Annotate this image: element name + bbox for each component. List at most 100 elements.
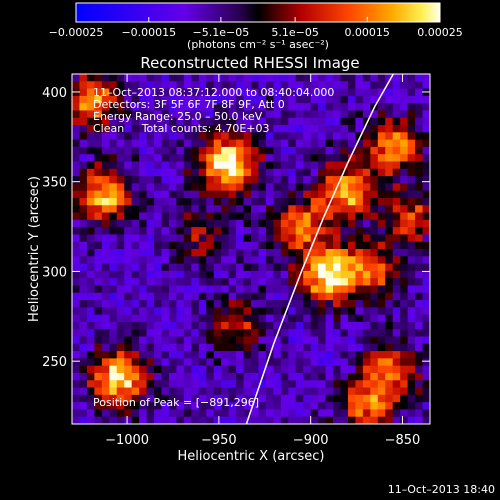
heatmap-cell	[109, 190, 118, 199]
heatmap-cell	[228, 416, 237, 424]
heatmap-cell	[310, 81, 319, 90]
heatmap-cell	[168, 234, 178, 243]
heatmap-cell	[415, 168, 424, 177]
heatmap-cell	[228, 168, 237, 177]
heatmap-cell	[72, 132, 81, 141]
heatmap-cell	[318, 183, 327, 192]
heatmap-cell	[295, 351, 304, 359]
heatmap-cell	[236, 351, 245, 359]
heatmap-cell	[355, 154, 364, 163]
heatmap-cell	[116, 329, 125, 338]
heatmap-cell	[109, 278, 118, 287]
heatmap-cell	[251, 161, 260, 170]
heatmap-cell	[251, 300, 260, 308]
heatmap-cell	[139, 139, 148, 148]
heatmap-cell	[295, 365, 304, 374]
heatmap-cell	[124, 183, 133, 192]
heatmap-cell	[295, 321, 304, 330]
heatmap-cell	[377, 205, 386, 214]
heatmap-cell	[370, 372, 379, 381]
heatmap-cell	[288, 365, 297, 374]
heatmap-cell	[400, 176, 409, 184]
heatmap-cell	[116, 234, 125, 243]
heatmap-cell	[221, 176, 230, 184]
heatmap-cell	[116, 125, 125, 133]
heatmap-cell	[377, 227, 386, 236]
heatmap-cell	[198, 146, 207, 155]
heatmap-cell	[280, 387, 289, 396]
heatmap-cell	[392, 292, 401, 301]
heatmap-cell	[385, 307, 394, 316]
heatmap-cell	[198, 278, 207, 287]
heatmap-cell	[415, 343, 424, 352]
heatmap-cell	[288, 278, 297, 287]
heatmap-cell	[213, 146, 222, 155]
heatmap-cell	[86, 270, 95, 279]
heatmap-cell	[154, 365, 163, 374]
heatmap-cell	[310, 227, 319, 236]
heatmap-cell	[154, 380, 163, 389]
heatmap-cell	[161, 110, 170, 119]
heatmap-cell	[206, 365, 215, 374]
heatmap-cell	[310, 74, 319, 82]
heatmap-cell	[310, 358, 319, 367]
heatmap-cell	[377, 88, 386, 97]
heatmap-cell	[392, 263, 401, 272]
heatmap-cell	[243, 314, 252, 323]
heatmap-cell	[236, 394, 245, 403]
heatmap-cell	[94, 380, 103, 389]
heatmap-cell	[295, 241, 304, 250]
heatmap-cell	[251, 139, 260, 148]
heatmap-cell	[94, 249, 103, 257]
heatmap-cell	[131, 197, 140, 206]
heatmap-cell	[280, 358, 289, 367]
heatmap-cell	[176, 125, 185, 133]
heatmap-cell	[340, 154, 349, 163]
heatmap-cell	[146, 161, 155, 170]
heatmap-cell	[407, 132, 416, 141]
heatmap-cell	[362, 285, 371, 294]
heatmap-cell	[101, 117, 110, 126]
heatmap-cell	[385, 241, 394, 250]
heatmap-cell	[243, 394, 252, 403]
heatmap-cell	[243, 197, 252, 206]
heatmap-cell	[303, 205, 312, 214]
heatmap-cell	[243, 358, 252, 367]
heatmap-image	[72, 74, 430, 424]
heatmap-cell	[183, 234, 192, 243]
heatmap-cell	[422, 227, 430, 236]
heatmap-cell	[221, 402, 230, 411]
heatmap-cell	[325, 256, 334, 265]
heatmap-cell	[303, 132, 312, 141]
heatmap-cell	[228, 249, 237, 257]
heatmap-cell	[154, 249, 163, 257]
heatmap-cell	[318, 307, 327, 316]
heatmap-cell	[168, 154, 178, 163]
heatmap-cell	[385, 125, 394, 133]
heatmap-cell	[385, 95, 394, 104]
heatmap-cell	[288, 81, 297, 90]
heatmap-cell	[340, 300, 349, 308]
heatmap-cell	[79, 329, 88, 338]
info-line-time: 11–Oct–2013 08:37:12.000 to 08:40:04.000	[93, 86, 334, 99]
heatmap-cell	[362, 132, 371, 141]
heatmap-cell	[94, 227, 103, 236]
heatmap-cell	[101, 336, 110, 345]
heatmap-cell	[139, 103, 148, 112]
heatmap-cell	[273, 154, 282, 163]
heatmap-cell	[392, 409, 401, 418]
heatmap-cell	[79, 241, 88, 250]
heatmap-cell	[400, 74, 409, 82]
heatmap-cell	[213, 278, 222, 287]
heatmap-cell	[154, 227, 163, 236]
heatmap-cell	[139, 81, 148, 90]
heatmap-cell	[79, 409, 88, 418]
heatmap-cell	[154, 219, 163, 228]
heatmap-cell	[176, 394, 185, 403]
heatmap-cell	[318, 168, 327, 177]
heatmap-cell	[79, 336, 88, 345]
heatmap-cell	[243, 212, 252, 221]
heatmap-cell	[310, 219, 319, 228]
heatmap-cell	[228, 307, 237, 316]
heatmap-cell	[109, 263, 118, 272]
